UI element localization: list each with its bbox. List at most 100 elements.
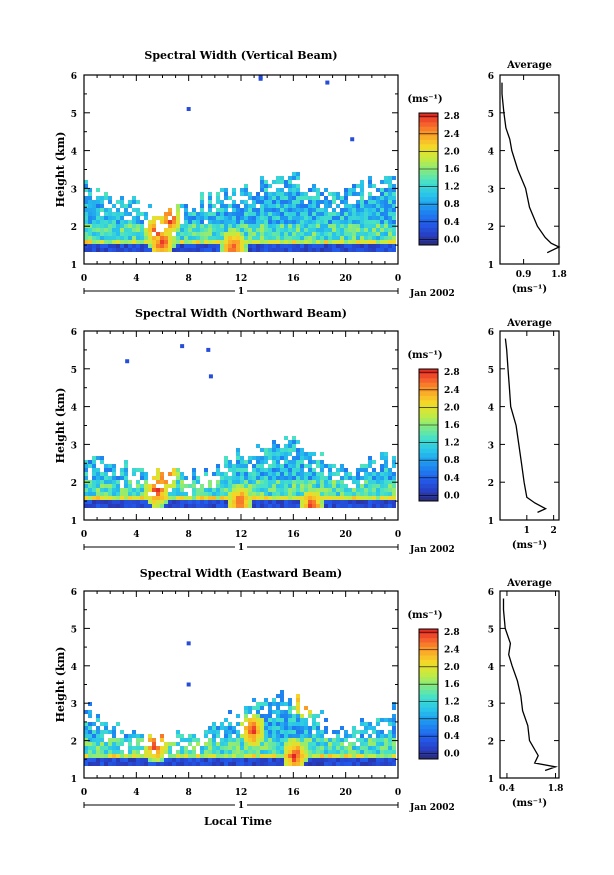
x-tick-label: 20: [339, 274, 352, 284]
sparse-echo: [208, 374, 213, 379]
colorbar-tick-label: 1.6: [444, 680, 460, 690]
sparse-echo: [186, 107, 191, 112]
colorbar-tick-label: 2.4: [444, 130, 460, 140]
avg-x-label: (ms⁻¹): [512, 798, 547, 809]
avg-y-tick-label: 3: [488, 185, 494, 195]
avg-x-label: (ms⁻¹): [512, 284, 547, 295]
y-tick-label: 3: [71, 441, 77, 451]
x-tick-label: 16: [287, 274, 300, 284]
x-tick-label: 20: [339, 530, 352, 540]
x-tick-label: 8: [186, 274, 192, 284]
x-tick-label: 0: [395, 788, 401, 798]
colorbar-tick-label: 2.4: [444, 386, 460, 396]
colorbar-tick-label: 2.0: [444, 663, 460, 673]
avg-x-tick-label: 1.8: [551, 270, 567, 280]
avg-y-tick-label: 4: [488, 148, 494, 158]
sparse-echo: [186, 682, 191, 687]
avg-x-tick-label: 0.4: [499, 784, 515, 794]
colorbar-tick-label: 0.0: [444, 235, 460, 245]
date-label: Jan 2002: [409, 289, 455, 299]
colorbar-frame: [418, 112, 439, 246]
colorbar-tick-label: 0.0: [444, 750, 460, 760]
colorbar-tick-label: 0.8: [444, 715, 460, 725]
avg-x-label: (ms⁻¹): [512, 540, 547, 551]
avg-y-tick-label: 2: [488, 738, 494, 748]
y-tick-label: 5: [71, 110, 77, 120]
colorbar: [419, 629, 438, 760]
x-tick-label: 8: [186, 788, 192, 798]
heatmap-field: [84, 641, 396, 766]
sparse-echo: [206, 347, 211, 352]
average-frame: [499, 590, 560, 779]
average-profile-line: [502, 598, 559, 772]
x-axis-label: Local Time: [204, 815, 272, 828]
panel-title: Spectral Width (Vertical Beam): [144, 49, 337, 62]
colorbar-tick-label: 1.2: [444, 698, 460, 708]
y-tick-label: 4: [71, 148, 77, 158]
avg-y-tick-label: 4: [488, 663, 494, 673]
colorbar-tick-label: 2.8: [444, 368, 460, 378]
day-marker-bg: [235, 799, 247, 809]
y-tick-label: 1: [71, 775, 77, 785]
y-tick-label: 3: [71, 185, 77, 195]
avg-y-tick-label: 1: [488, 261, 494, 271]
date-label: Jan 2002: [409, 545, 455, 555]
colorbar-tick-label: 0.8: [444, 200, 460, 210]
date-label: Jan 2002: [409, 803, 455, 813]
colorbar-tick-label: 2.8: [444, 628, 460, 638]
avg-y-tick-label: 5: [488, 625, 494, 635]
sparse-echo: [186, 641, 191, 646]
colorbar-unit: (ms⁻¹): [407, 610, 442, 621]
x-tick-label: 4: [133, 274, 139, 284]
colorbar-tick-label: 2.0: [444, 403, 460, 413]
average-profile-line: [501, 82, 561, 254]
avg-y-tick-label: 6: [488, 72, 494, 82]
x-tick-label: 12: [235, 274, 248, 284]
x-tick-label: 12: [235, 788, 248, 798]
panel-title: Spectral Width (Eastward Beam): [140, 567, 342, 580]
avg-y-tick-label: 5: [488, 366, 494, 376]
x-tick-label: 8: [186, 530, 192, 540]
x-tick-label: 0: [81, 274, 87, 284]
avg-x-tick-label: 2: [551, 526, 557, 536]
sparse-echo: [125, 359, 130, 364]
average-frame: [499, 74, 560, 265]
colorbar: [419, 113, 438, 246]
y-axis-label: Height (km): [54, 132, 67, 208]
colorbar-tick-label: 2.0: [444, 147, 460, 157]
colorbar: [419, 369, 438, 502]
colorbar-tick-label: 0.0: [444, 491, 460, 501]
average-title: Average: [506, 60, 552, 71]
y-tick-label: 6: [71, 588, 77, 598]
avg-y-tick-label: 6: [488, 328, 494, 338]
colorbar-frame: [418, 628, 439, 760]
avg-y-tick-label: 2: [488, 223, 494, 233]
day-marker: 1: [238, 287, 244, 297]
avg-y-tick-label: 4: [488, 404, 494, 414]
colorbar-tick-label: 0.4: [444, 474, 460, 484]
x-tick-label: 0: [81, 530, 87, 540]
colorbar-tick-label: 0.4: [444, 732, 460, 742]
y-tick-label: 5: [71, 625, 77, 635]
y-axis-label: Height (km): [54, 647, 67, 723]
avg-x-tick-label: 1.8: [548, 784, 564, 794]
colorbar-tick-label: 2.4: [444, 646, 460, 656]
day-marker-bg: [235, 541, 247, 551]
colorbar-tick-label: 1.2: [444, 439, 460, 449]
y-tick-label: 2: [71, 223, 77, 233]
y-tick-label: 5: [71, 366, 77, 376]
day-marker: 1: [238, 543, 244, 553]
x-tick-label: 0: [395, 530, 401, 540]
x-tick-label: 20: [339, 788, 352, 798]
y-tick-label: 3: [71, 700, 77, 710]
y-tick-label: 2: [71, 738, 77, 748]
colorbar-tick-label: 1.6: [444, 421, 460, 431]
average-title: Average: [506, 318, 552, 329]
y-tick-label: 4: [71, 663, 77, 673]
colorbar-tick-label: 0.4: [444, 218, 460, 228]
y-tick-label: 1: [71, 517, 77, 527]
x-tick-label: 0: [81, 788, 87, 798]
colorbar-tick-label: 1.2: [444, 183, 460, 193]
average-profile-line: [504, 338, 548, 513]
